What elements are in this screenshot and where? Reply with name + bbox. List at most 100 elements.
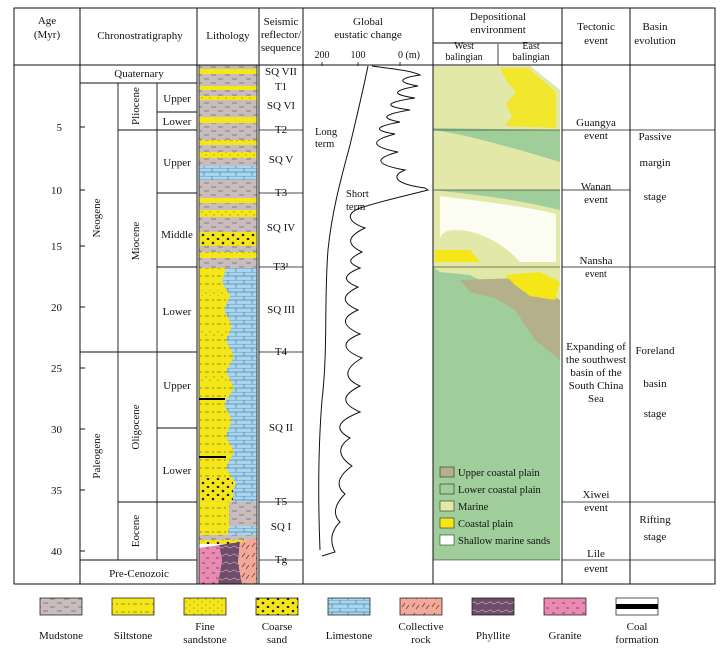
t4-label: T4 <box>275 346 288 358</box>
east-header-2: balingian <box>512 52 549 63</box>
lithology-east-limestone-body <box>222 268 257 535</box>
legend-swatch-siltstone <box>111 597 155 616</box>
chrono-header: Chronostratigraphy <box>97 30 183 42</box>
eustatic-header-1: Global <box>353 16 383 28</box>
passive-stage-3: stage <box>644 191 667 203</box>
sq-vii-label: SQ VII <box>265 66 297 78</box>
lithology-band <box>199 290 226 296</box>
env-legend-shallow-marine: Shallow marine sands <box>458 536 550 547</box>
depositional-header-1: Depositional <box>470 11 526 23</box>
age-tick-15: 15 <box>51 241 63 253</box>
env-legend-swatch-shallow-marine <box>439 534 455 546</box>
sq-ii-label: SQ II <box>269 422 293 434</box>
wanan-event-1: Wanan <box>581 181 612 193</box>
lithology-band <box>199 330 229 336</box>
chronostratigraphy-labels: Quaternary Neogene Paleogene Pliocene Mi… <box>91 68 193 580</box>
rifting-stage-1: Rifting <box>639 514 671 526</box>
t3-label: T3 <box>275 187 288 199</box>
lithology-band <box>199 210 257 217</box>
paleogene-label: Paleogene <box>91 433 103 478</box>
neogene-label: Neogene <box>91 198 103 237</box>
chronostratigraphy-column <box>80 82 197 561</box>
lile-event-2: event <box>584 563 608 575</box>
eustatic-tick-100: 100 <box>351 50 366 61</box>
legend-mudstone: Mudstone <box>39 630 83 642</box>
legend-limestone: Limestone <box>326 630 373 642</box>
legend-swatch-coal-bar <box>616 604 658 609</box>
oligocene-lower-label: Lower <box>163 465 192 477</box>
depositional-column: Upper coastal plain Lower coastal plain … <box>433 44 560 561</box>
seismic-header-2: reflector/ <box>261 29 302 41</box>
xiwei-event-2: event <box>584 502 608 514</box>
lithology-column <box>198 64 258 585</box>
lithology-legend: Mudstone Siltstone Fine sandstone Coarse… <box>39 597 659 646</box>
age-tick-10: 10 <box>51 185 63 197</box>
lithology-coarse-band <box>199 232 257 246</box>
lithology-band <box>199 69 257 74</box>
age-tick-5: 5 <box>57 122 63 134</box>
coastal-plain-middle <box>435 250 480 262</box>
tectonic-header-1: Tectonic <box>577 21 615 33</box>
short-term-label-1: Short <box>346 189 369 200</box>
table-frame <box>13 7 716 585</box>
lithology-band <box>199 376 229 381</box>
legend-coarse-2: sand <box>267 634 288 646</box>
pliocene-upper-label: Upper <box>163 93 191 105</box>
pliocene-lower-label: Lower <box>163 116 192 128</box>
age-tick-20: 20 <box>51 302 63 314</box>
legend-swatch-mudstone <box>39 597 83 616</box>
coastal-plain-lower <box>505 272 560 300</box>
lithology-collective-rock <box>238 538 257 584</box>
lithology-band <box>199 252 257 258</box>
age-tick-40: 40 <box>51 546 63 558</box>
t5-label: T5 <box>275 496 288 508</box>
lithology-band <box>229 502 257 526</box>
expanding-event-3: basin of the <box>570 367 621 379</box>
passive-stage-1: Passive <box>639 131 672 143</box>
age-tick-30: 30 <box>51 424 63 436</box>
lithology-band <box>199 117 257 123</box>
lithology-band <box>199 152 257 158</box>
seismic-header-1: Seismic <box>264 16 299 28</box>
age-header-unit: (Myr) <box>34 29 61 41</box>
nansha-event-2: event <box>585 269 607 280</box>
sq-i-label: SQ I <box>271 521 292 533</box>
miocene-lower-label: Lower <box>163 306 192 318</box>
env-legend-swatch-marine <box>439 500 455 512</box>
seismic-header-3: sequence <box>261 42 301 54</box>
short-term-label-2: term <box>346 202 365 213</box>
lithology-band <box>199 96 257 100</box>
xiwei-event-1: Xiwei <box>583 489 610 501</box>
env-legend-swatch-lower-coastal <box>439 483 455 495</box>
oligocene-label: Oligocene <box>130 404 142 449</box>
lithology-limestone-band <box>199 166 257 180</box>
long-term-curve <box>318 65 369 551</box>
legend-swatch-granite <box>543 597 587 616</box>
passive-stage-2: margin <box>640 157 671 169</box>
pliocene-label: Pliocene <box>130 87 142 125</box>
env-legend-swatch-upper-coastal <box>439 466 455 478</box>
oligocene-upper-label: Upper <box>163 380 191 392</box>
foreland-stage-2: basin <box>643 378 667 390</box>
guangya-event-2: event <box>584 130 608 142</box>
lithology-coal-band <box>199 456 226 458</box>
sq-iv-label: SQ IV <box>267 222 295 234</box>
expanding-event-5: Sea <box>588 393 604 405</box>
upper-coastal-plain-area <box>460 278 560 360</box>
expanding-event-2: the southwest <box>566 354 626 366</box>
env-legend-lower-coastal: Lower coastal plain <box>458 485 542 496</box>
env-legend-coastal-plain: Coastal plain <box>458 519 514 530</box>
eustatic-tick-200: 200 <box>315 50 330 61</box>
guangya-event-1: Guangya <box>576 117 616 129</box>
tectonic-column: Guangya event Wanan event Nansha event E… <box>562 117 715 575</box>
legend-coal-2: formation <box>615 634 659 646</box>
marine-area-upper <box>433 130 560 190</box>
miocene-upper-label: Upper <box>163 157 191 169</box>
short-term-curve <box>321 65 430 557</box>
env-legend-upper-coastal: Upper coastal plain <box>458 468 540 479</box>
long-term-label-1: Long <box>315 127 338 138</box>
west-header-1: West <box>454 41 474 52</box>
lithology-band <box>199 198 257 203</box>
long-term-label-2: term <box>315 139 334 150</box>
